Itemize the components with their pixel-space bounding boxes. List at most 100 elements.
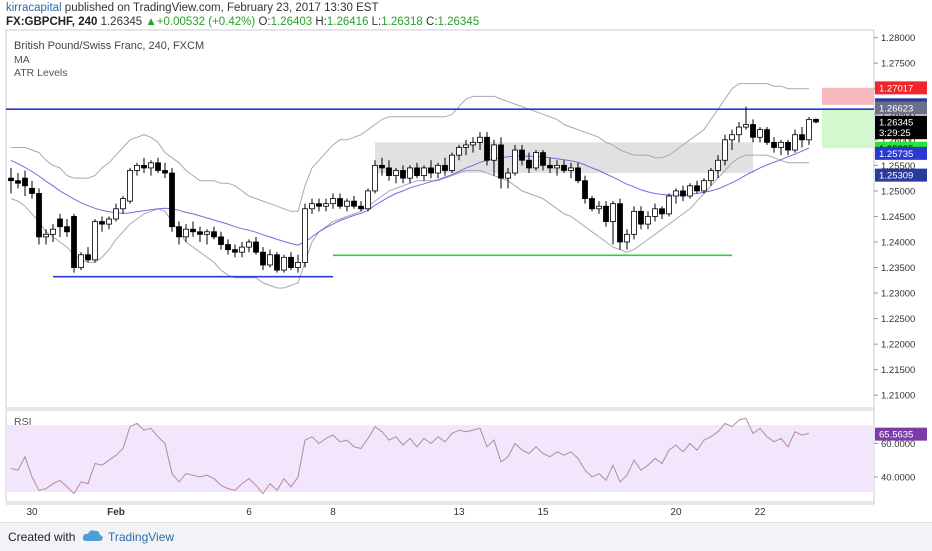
y-tick-label: 1.21500	[881, 365, 915, 376]
candle	[134, 164, 140, 171]
candle	[127, 170, 133, 202]
candle	[288, 256, 294, 268]
candle	[379, 164, 385, 169]
candle	[78, 254, 84, 268]
candle	[141, 164, 147, 169]
candle	[260, 251, 266, 266]
open-label: O:	[258, 16, 271, 28]
legend-rsi[interactable]: RSI	[14, 416, 32, 428]
candle	[176, 226, 182, 238]
candle	[309, 203, 315, 210]
y-tick-label: 1.28000	[881, 33, 915, 44]
candle	[526, 159, 532, 169]
price-label: 1.26623	[879, 104, 913, 115]
candle	[407, 167, 413, 179]
candle	[99, 221, 105, 225]
candle	[680, 190, 686, 197]
candle	[596, 205, 602, 210]
candle	[428, 167, 434, 174]
ohlc-header: FX:GBPCHF, 240 1.26345 ▲+0.00532 (+0.42%…	[6, 16, 479, 28]
candle	[806, 118, 812, 141]
candle	[162, 170, 168, 174]
candle	[386, 167, 392, 176]
open-value: 1.26403	[270, 16, 313, 28]
x-tick-label: 8	[330, 507, 336, 518]
candle	[750, 124, 756, 138]
candle	[498, 144, 504, 179]
x-tick-label: 6	[246, 507, 252, 518]
candle	[344, 200, 350, 207]
high-value: 1.26416	[326, 16, 369, 28]
price-label: 1.27017	[879, 83, 913, 94]
candle	[701, 180, 707, 192]
x-tick-label: 30	[26, 507, 38, 518]
x-tick-label: 13	[453, 507, 465, 518]
tradingview-brand[interactable]: TradingView	[108, 530, 175, 544]
candle	[323, 203, 329, 207]
chart[interactable]: 1.280001.275001.270001.265001.260001.255…	[0, 0, 932, 522]
candle	[218, 236, 224, 245]
candle	[484, 136, 490, 161]
candle	[813, 118, 819, 123]
candle	[414, 167, 420, 176]
candle	[540, 152, 546, 166]
last-price: 1.26345	[100, 16, 143, 28]
candle	[393, 170, 399, 176]
rsi-value-label: 65.5635	[879, 430, 913, 441]
candle	[400, 170, 406, 179]
candle	[708, 170, 714, 182]
resistance-zone	[822, 87, 874, 105]
candle	[358, 205, 364, 210]
candle	[421, 167, 427, 176]
candle	[743, 124, 749, 128]
author-name[interactable]: kirracapital	[6, 2, 62, 14]
cloud-icon[interactable]	[82, 529, 104, 548]
candle	[204, 231, 210, 235]
candle	[197, 231, 203, 235]
symbol-label[interactable]: FX:GBPCHF, 240	[6, 16, 98, 28]
y-tick-label: 1.23500	[881, 263, 915, 274]
price-label: 1.26345	[879, 118, 913, 129]
x-tick-label: 20	[670, 507, 682, 518]
candle	[687, 185, 693, 197]
legend-ma[interactable]: MA	[14, 54, 30, 66]
atr-upper-line	[11, 83, 809, 212]
y-tick-label: 1.23000	[881, 289, 915, 300]
y-tick-label: 1.21000	[881, 391, 915, 402]
candle	[316, 203, 322, 207]
candle	[295, 262, 301, 268]
price-label-bg	[875, 146, 927, 160]
candle	[519, 149, 525, 161]
y-tick-label: 1.22500	[881, 314, 915, 325]
high-label: H:	[315, 16, 327, 28]
candle	[442, 164, 448, 171]
candle	[113, 208, 119, 220]
y-tick-label: 1.26500	[881, 110, 915, 121]
candle	[435, 164, 441, 174]
footer: Created with TradingView	[0, 522, 932, 551]
candle	[36, 193, 42, 238]
x-tick-label: 15	[537, 507, 549, 518]
y-tick-label: 1.24500	[881, 212, 915, 223]
candle	[57, 218, 63, 228]
candle	[85, 254, 91, 261]
candle	[554, 164, 560, 169]
rsi-label-bg	[875, 427, 927, 441]
legend-atr[interactable]: ATR Levels	[14, 67, 68, 79]
price-label-bg	[875, 115, 927, 129]
candle	[169, 172, 175, 228]
y-tick-label: 1.27500	[881, 59, 915, 70]
publish-text: published on TradingView.com, February 2…	[61, 2, 379, 14]
price-label: 1.25309	[879, 171, 913, 182]
candle	[778, 141, 784, 148]
candle	[505, 172, 511, 179]
candle	[771, 141, 777, 148]
candle	[155, 162, 161, 171]
candle	[239, 246, 245, 253]
candle	[631, 210, 637, 235]
low-value: 1.26318	[381, 16, 423, 28]
candle	[225, 244, 231, 251]
candle	[232, 249, 238, 253]
candle	[736, 126, 742, 136]
legend-title: British Pound/Swiss Franc, 240, FXCM	[14, 40, 205, 52]
